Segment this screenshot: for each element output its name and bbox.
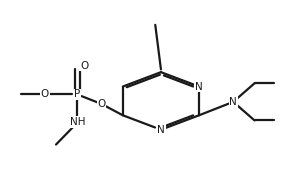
Text: P: P (74, 89, 80, 99)
Text: N: N (157, 125, 165, 135)
Text: N: N (195, 82, 203, 92)
Text: O: O (40, 89, 49, 99)
Text: O: O (80, 61, 88, 71)
Text: NH: NH (70, 117, 85, 127)
Text: O: O (97, 99, 106, 109)
Text: N: N (229, 97, 237, 107)
